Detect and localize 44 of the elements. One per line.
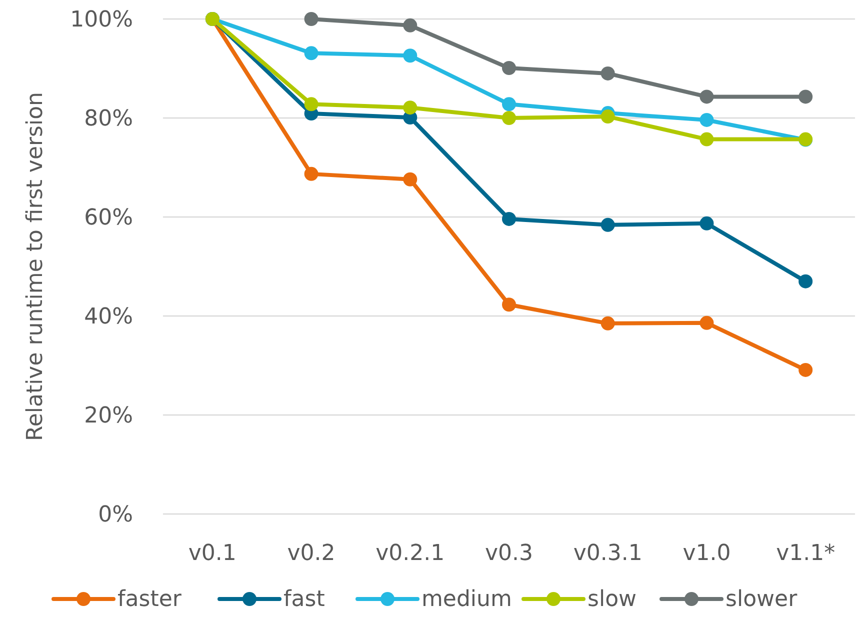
point bbox=[600, 110, 615, 124]
legend-label: fast bbox=[284, 587, 326, 612]
legend-label: faster bbox=[118, 587, 182, 612]
y-tick-label: 80% bbox=[84, 106, 133, 132]
point bbox=[798, 90, 813, 104]
point bbox=[304, 12, 318, 26]
y-axis-title: Relative runtime to first version bbox=[23, 92, 48, 441]
point bbox=[700, 216, 714, 230]
y-tick-label: 100% bbox=[70, 8, 133, 33]
point bbox=[700, 90, 714, 104]
point bbox=[502, 97, 516, 112]
point bbox=[600, 316, 615, 330]
point bbox=[502, 61, 516, 76]
point bbox=[798, 362, 813, 377]
legend-label: slower bbox=[726, 587, 798, 612]
point bbox=[600, 218, 615, 232]
x-tick-label: v0.2.1 bbox=[376, 541, 445, 566]
point bbox=[502, 298, 516, 312]
legend-label: medium bbox=[422, 587, 512, 612]
point bbox=[700, 132, 714, 146]
y-tick-label: 40% bbox=[84, 304, 133, 330]
point bbox=[304, 46, 318, 60]
point bbox=[700, 112, 714, 127]
point bbox=[798, 274, 813, 288]
x-tick-label: v0.3 bbox=[484, 541, 534, 566]
y-tick-label: 60% bbox=[84, 206, 133, 231]
point bbox=[403, 100, 418, 115]
x-tick-label: v0.3.1 bbox=[573, 541, 642, 566]
y-tick-label: 0% bbox=[98, 502, 133, 528]
point bbox=[403, 18, 418, 32]
legend-label: slow bbox=[588, 587, 637, 612]
point bbox=[502, 111, 516, 125]
point bbox=[304, 166, 318, 181]
point bbox=[600, 66, 615, 80]
x-tick-label: v0.1 bbox=[188, 541, 236, 566]
x-tick-label: v1.0 bbox=[682, 541, 731, 566]
x-tick-label: v0.2 bbox=[287, 541, 336, 566]
point bbox=[304, 97, 318, 112]
point bbox=[700, 316, 714, 330]
y-tick-label: 20% bbox=[84, 404, 133, 429]
point bbox=[403, 48, 418, 63]
point bbox=[403, 172, 418, 186]
x-tick-label: v1.1* bbox=[776, 541, 836, 566]
point bbox=[502, 212, 516, 226]
